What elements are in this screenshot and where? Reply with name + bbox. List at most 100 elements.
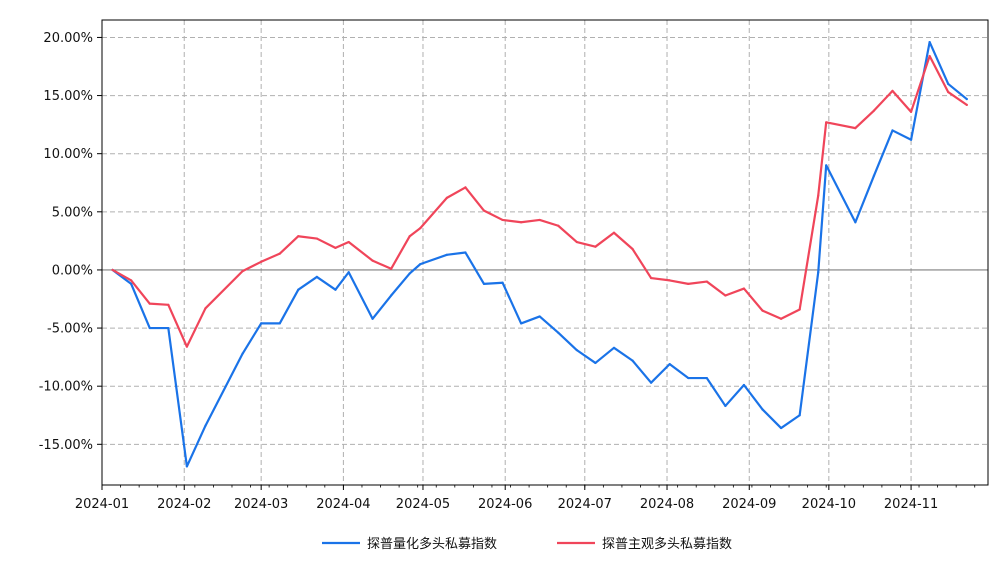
series-1-point: [798, 414, 801, 417]
y-tick-label: 20.00%: [43, 31, 93, 46]
series-1-point: [520, 322, 523, 325]
series-2-point: [947, 90, 950, 94]
series-2-point: [419, 226, 422, 230]
series-2-point: [278, 252, 281, 255]
series-1-point: [557, 331, 560, 334]
series-2-point: [928, 54, 931, 58]
series-1-point: [419, 263, 422, 266]
x-tick-label: 2024-11: [884, 497, 938, 512]
series-2-point: [390, 267, 393, 270]
series-2-point: [501, 218, 504, 222]
series-2-point: [575, 240, 578, 244]
series-2-point: [798, 308, 801, 311]
series-1-point: [167, 326, 170, 330]
y-tick-label: 10.00%: [43, 147, 93, 162]
series-2-point: [817, 194, 820, 197]
series-1-point: [148, 326, 151, 330]
series-1-point: [241, 352, 244, 355]
series-1-point: [724, 404, 727, 408]
legend-label: 探普主观多头私募指数: [602, 536, 732, 552]
series-2-point: [241, 270, 244, 273]
series-1-point: [872, 174, 876, 177]
series-1-point: [464, 251, 467, 254]
x-tick-label: 2024-06: [478, 497, 532, 512]
series-1-point: [854, 221, 857, 224]
series-2-point: [334, 246, 337, 249]
legend-label: 探普量化多头私募指数: [367, 536, 497, 552]
series-2-point: [482, 209, 486, 212]
y-tick-label: 15.00%: [43, 89, 93, 104]
series-1-point: [825, 164, 828, 167]
series-2-point: [520, 221, 523, 224]
series-2-point: [315, 237, 318, 240]
series-1-point: [260, 322, 263, 325]
legend-item-2: 探普主观多头私募指数: [557, 536, 732, 552]
series-2-point: [594, 245, 597, 248]
series-2-point: [260, 260, 263, 263]
series-1-point: [315, 275, 318, 279]
legend: 探普量化多头私募指数 探普主观多头私募指数: [322, 536, 732, 552]
series-1-point: [575, 349, 578, 352]
series-2-point: [204, 307, 207, 310]
series-2-point: [347, 240, 350, 244]
x-tick-label: 2024-02: [157, 497, 211, 512]
series-1-point: [334, 288, 337, 291]
x-tick-label: 2024-04: [316, 497, 370, 512]
x-axis: 2024-01 2024-02 2024-03 2024-04 2024-05 2024-…: [75, 485, 976, 512]
series-1-point: [668, 363, 671, 366]
x-tick-label: 2024-01: [75, 497, 129, 512]
series-1-point: [965, 97, 968, 101]
x-tick-label: 2024-03: [234, 497, 288, 512]
series-2-point: [891, 89, 894, 93]
series-1-point: [612, 346, 616, 349]
series-2-point: [668, 279, 671, 282]
series-2-point: [854, 127, 857, 130]
series-1-point: [742, 383, 746, 387]
series-2-point: [148, 302, 151, 305]
series-1-point: [185, 465, 188, 468]
series-1-point: [408, 272, 411, 275]
y-tick-label: -10.00%: [39, 380, 93, 395]
series-1-point: [371, 317, 374, 320]
series-1-point: [347, 271, 350, 274]
y-tick-label: -5.00%: [47, 322, 93, 337]
series-1-point: [947, 82, 950, 86]
grid-lines: [101, 20, 988, 485]
series-2-point: [538, 218, 541, 222]
y-axis: 20.00% 15.00% 10.00% 5.00% 0.00% -5.00% -10.00…: [39, 31, 102, 453]
x-tick-label: 2024-10: [802, 497, 856, 512]
series-2-point: [557, 224, 560, 227]
series-1-point: [705, 376, 708, 380]
series-2-point: [631, 247, 634, 251]
series-2-point: [185, 345, 188, 348]
y-tick-label: 0.00%: [52, 263, 93, 278]
series-2-point: [779, 317, 783, 320]
series-2-point: [650, 276, 653, 280]
series-lines: [111, 40, 968, 468]
series-1-point: [445, 253, 448, 256]
series-line-2: [111, 54, 968, 348]
series-2-point: [464, 186, 467, 189]
series-1-point: [631, 359, 634, 362]
series-1-point: [891, 129, 894, 132]
series-2-point: [742, 287, 746, 290]
series-2-point: [965, 103, 968, 106]
series-2-point: [687, 282, 690, 285]
y-tick-label: 5.00%: [52, 205, 93, 220]
series-2-point: [111, 268, 114, 272]
series-1-point: [297, 288, 300, 291]
series-line-1: [111, 40, 968, 468]
series-2-point: [705, 280, 708, 283]
series-1-point: [130, 282, 133, 285]
series-1-point: [278, 322, 281, 325]
series-2-point: [297, 235, 300, 238]
series-2-point: [724, 294, 727, 297]
series-1-point: [594, 361, 597, 365]
y-tick-label: -15.00%: [39, 438, 93, 453]
series-2-point: [408, 235, 411, 238]
x-tick-label: 2024-05: [396, 497, 450, 512]
series-1-point: [538, 315, 541, 318]
series-2-point: [130, 279, 133, 282]
series-1-point: [204, 424, 207, 427]
